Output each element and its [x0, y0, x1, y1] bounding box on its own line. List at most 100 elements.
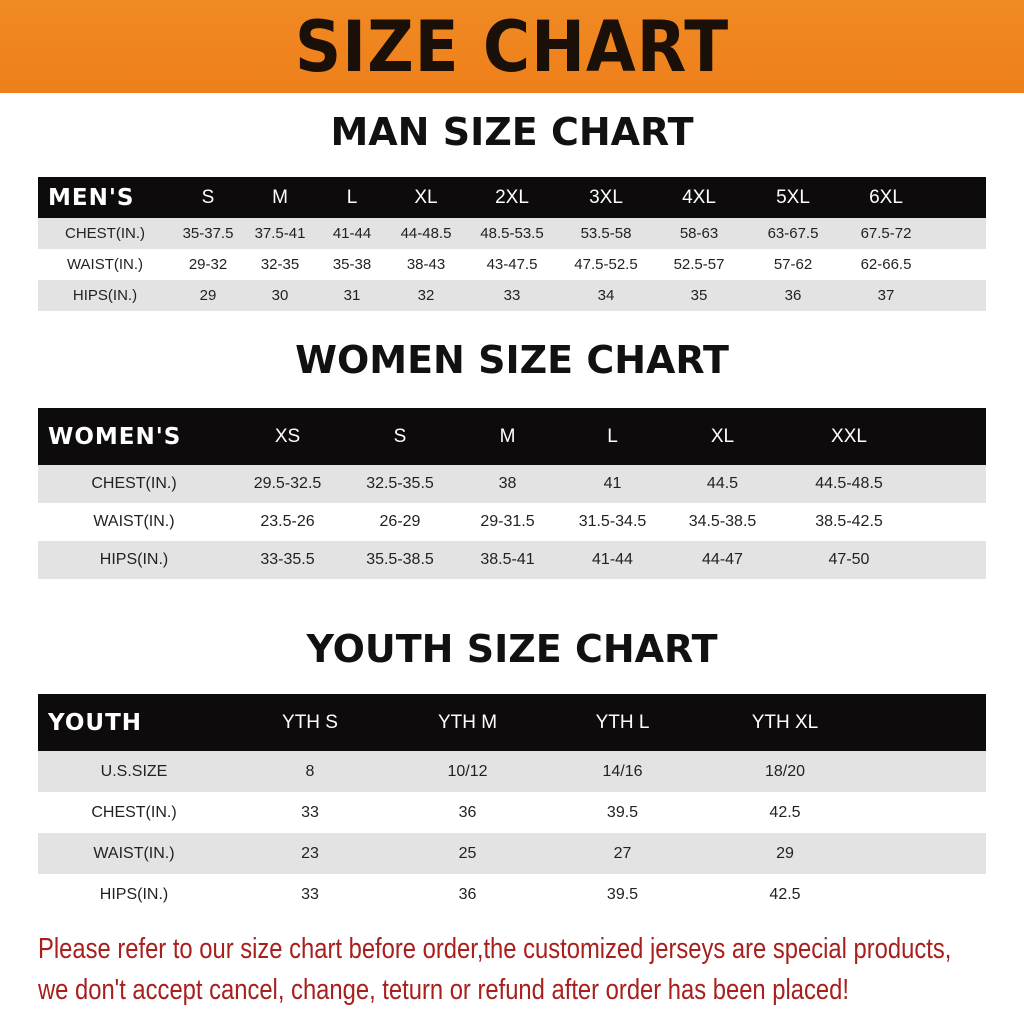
table-cell: 42.5 — [769, 885, 801, 903]
table-cell: 29 — [199, 287, 217, 304]
table-cell: 33 — [301, 885, 319, 903]
table-cell: 52.5-57 — [673, 256, 725, 273]
table-cell: 32 — [417, 287, 435, 304]
title-banner: SIZE CHART — [0, 0, 1024, 93]
table-cell: 38 — [498, 475, 517, 492]
table-cell: 33 — [503, 287, 521, 304]
youth-section-title: YOUTH SIZE CHART — [306, 627, 718, 671]
size-header-cell: 6XL — [869, 186, 903, 208]
table-cell: 37.5-41 — [254, 225, 306, 242]
table-cell: 30 — [271, 287, 289, 304]
size-header-cell: XL — [710, 425, 735, 447]
table-cell: 31.5-34.5 — [578, 513, 647, 530]
table-cell: 58-63 — [679, 225, 719, 242]
table-cell: 47-50 — [828, 551, 870, 568]
size-header-cell: 2XL — [495, 186, 529, 208]
size-header-cell: YTH XL — [751, 711, 819, 733]
size-header-cell: YTH S — [282, 711, 338, 733]
row-label: WAIST(IN.) — [93, 513, 175, 530]
women-section-title: WOMEN SIZE CHART — [295, 338, 729, 382]
table-cell: 10/12 — [447, 762, 488, 780]
table-title-cell: MEN'S — [48, 184, 135, 211]
size-header-cell: L — [607, 425, 618, 447]
table-cell: 36 — [784, 287, 802, 304]
row-label: U.S.SIZE — [100, 762, 168, 780]
table-cell: 38.5-41 — [480, 551, 535, 568]
table-cell: 31 — [343, 287, 361, 304]
row-label: HIPS(IN.) — [99, 885, 169, 903]
size-header-cell: 4XL — [682, 186, 716, 208]
table-cell: 29.5-32.5 — [253, 475, 322, 492]
table-row: CHEST(IN.) 29.5-32.5 32.5-35.5 38 41 44.5 44.5… — [38, 465, 986, 503]
notice-line-1: Please refer to our size chart before or… — [38, 933, 952, 965]
table-cell: 8 — [305, 762, 315, 780]
table-row: U.S.SIZE 8 10/12 14/16 18/20 — [38, 751, 986, 792]
table-cell: 41 — [603, 475, 622, 492]
notice-line-2: we don't accept cancel, change, teturn o… — [38, 974, 849, 1006]
women-size-table: WOMEN'S XS S M L XL XXL CHEST(IN.) 29.5-32.5 32.5… — [38, 408, 986, 579]
size-header-cell: S — [393, 425, 407, 447]
table-cell: 57-62 — [773, 256, 813, 273]
size-header-cell: XXL — [831, 425, 867, 447]
size-header-cell: XS — [274, 425, 301, 447]
table-cell: 67.5-72 — [860, 225, 912, 242]
table-cell: 32-35 — [260, 256, 300, 273]
size-header-cell: XL — [414, 186, 438, 208]
men-size-table: MEN'S S M L XL 2XL 3XL 4XL 5XL 6XL CHEST(IN.) 35-37… — [38, 177, 986, 311]
table-header-row: YOUTH YTH S YTH M YTH L YTH XL — [38, 694, 986, 751]
table-row: WAIST(IN.) 29-32 32-35 35-38 38-43 43-47.5 47.… — [38, 249, 986, 280]
table-cell: 18/20 — [764, 762, 806, 780]
table-cell: 47.5-52.5 — [574, 256, 638, 273]
size-header-cell: L — [346, 186, 358, 208]
table-cell: 48.5-53.5 — [480, 225, 544, 242]
table-header-row: WOMEN'S XS S M L XL XXL — [38, 408, 986, 465]
table-cell: 35.5-38.5 — [366, 551, 434, 568]
table-cell: 26-29 — [379, 513, 421, 530]
table-cell: 44-47 — [702, 551, 743, 568]
table-cell: 63-67.5 — [767, 225, 819, 242]
table-row: HIPS(IN.) 33 36 39.5 42.5 — [38, 874, 986, 915]
table-cell: 44.5 — [706, 475, 739, 492]
size-header-cell: M — [272, 186, 288, 208]
size-header-cell: 3XL — [589, 186, 623, 208]
table-cell: 27 — [613, 844, 632, 862]
table-title-cell: YOUTH — [48, 709, 143, 736]
table-cell: 53.5-58 — [580, 225, 632, 242]
table-row: HIPS(IN.) 29 30 31 32 33 34 35 36 37 — [38, 280, 986, 311]
table-cell: 33 — [301, 803, 319, 821]
table-cell: 25 — [458, 844, 477, 862]
table-cell: 43-47.5 — [486, 256, 538, 273]
table-cell: 23 — [301, 844, 319, 862]
table-cell: 32.5-35.5 — [366, 475, 434, 492]
table-cell: 33-35.5 — [260, 551, 315, 568]
table-cell: 62-66.5 — [860, 256, 912, 273]
table-cell: 38-43 — [406, 256, 446, 273]
table-title-cell: WOMEN'S — [48, 423, 182, 450]
table-cell: 44.5-48.5 — [815, 475, 883, 492]
size-header-cell: M — [499, 425, 516, 447]
youth-size-table: YOUTH YTH S YTH M YTH L YTH XL U.S.SIZE 8 10/12… — [38, 694, 986, 915]
table-cell: 23.5-26 — [260, 513, 315, 530]
row-label: CHEST(IN.) — [91, 803, 177, 821]
table-cell: 35-37.5 — [182, 225, 234, 242]
table-cell: 34 — [597, 287, 615, 304]
row-label: HIPS(IN.) — [99, 551, 169, 568]
table-row: CHEST(IN.) 35-37.5 37.5-41 41-44 44-48.5 48.5… — [38, 218, 986, 249]
table-cell: 35-38 — [332, 256, 372, 273]
table-cell: 36 — [458, 885, 477, 903]
table-cell: 29-32 — [188, 256, 228, 273]
size-header-cell: YTH L — [595, 711, 650, 733]
table-cell: 14/16 — [602, 762, 643, 780]
table-cell: 36 — [458, 803, 477, 821]
row-label: CHEST(IN.) — [91, 475, 177, 492]
men-section-title: MAN SIZE CHART — [330, 110, 694, 154]
size-header-cell: YTH M — [437, 711, 498, 733]
row-label: CHEST(IN.) — [65, 225, 145, 242]
table-cell: 29-31.5 — [480, 513, 535, 530]
table-cell: 34.5-38.5 — [688, 513, 757, 530]
table-cell: 41-44 — [592, 551, 633, 568]
table-cell: 29 — [776, 844, 794, 862]
table-row: WAIST(IN.) 23 25 27 29 — [38, 833, 986, 874]
table-cell: 38.5-42.5 — [815, 513, 883, 530]
page-title: SIZE CHART — [294, 5, 730, 88]
